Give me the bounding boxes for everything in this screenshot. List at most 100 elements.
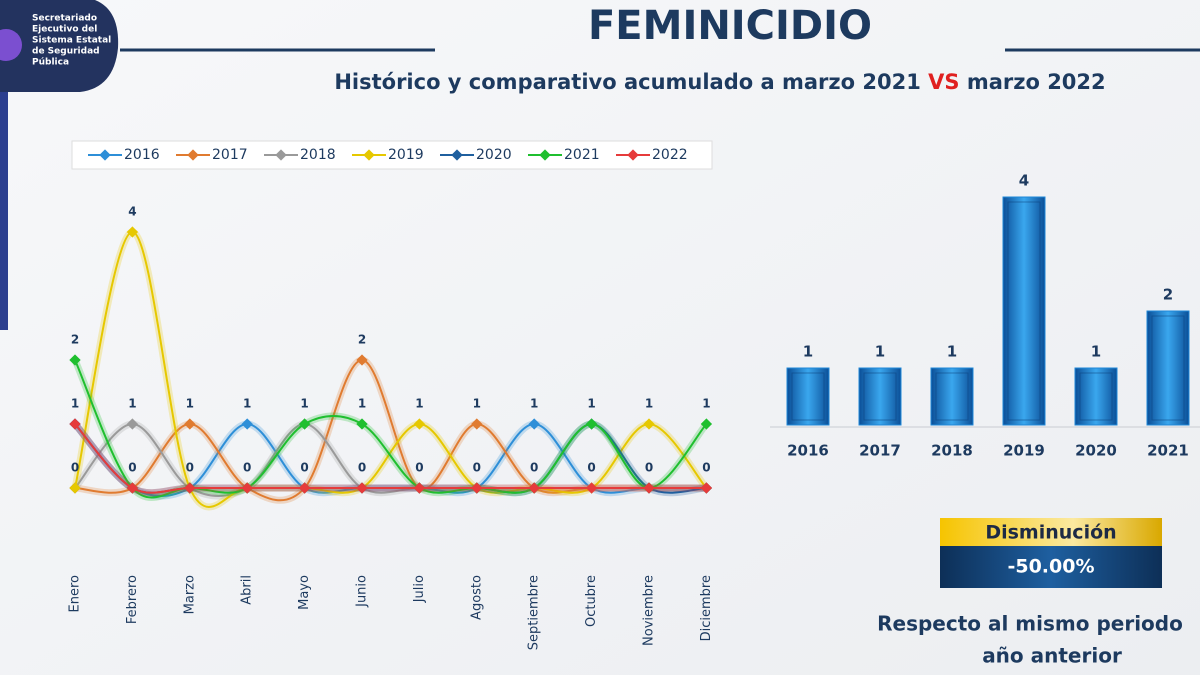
- bar: [1074, 367, 1118, 426]
- bar-bevel: [935, 372, 969, 421]
- bar-chart: 1 2016 1 2017 1 2018 4 2019 1 2020 2 2021: [770, 172, 1200, 460]
- bar: [858, 367, 902, 426]
- bar-bevel: [863, 372, 897, 421]
- data-label: 2: [71, 333, 79, 347]
- data-label: 0: [71, 461, 79, 475]
- logo-line: Sistema Estatal: [32, 36, 111, 46]
- legend-label: 2019: [388, 147, 424, 163]
- subtitle-text: Histórico y comparativo acumulado a marz…: [334, 70, 928, 94]
- point: [700, 418, 713, 430]
- data-label: 1: [1091, 343, 1101, 361]
- x-tick-label: 2021: [1147, 442, 1189, 460]
- bar-bevel: [1079, 372, 1113, 421]
- data-label: 1: [473, 397, 481, 411]
- point: [184, 482, 196, 494]
- point: [413, 482, 426, 494]
- summary-note: Respecto al mismo periodo: [877, 612, 1183, 636]
- legend-label: 2020: [476, 147, 512, 163]
- summary-value: -50.00%: [1007, 556, 1094, 578]
- data-label: 0: [473, 461, 481, 475]
- legend-marker: [627, 149, 639, 161]
- x-tick-label: 2018: [931, 442, 973, 460]
- summary-label: Disminución: [985, 522, 1116, 544]
- logo-badge: [0, 0, 119, 92]
- x-tick-label: Diciembre: [699, 575, 714, 641]
- data-label: 2: [1163, 286, 1173, 304]
- x-tick-label: Mayo: [297, 575, 312, 610]
- x-tick-label: 2020: [1075, 442, 1117, 460]
- bar-bevel: [1007, 201, 1041, 421]
- data-label: 0: [358, 461, 366, 475]
- data-label: 1: [587, 397, 595, 411]
- data-label: 1: [128, 397, 136, 411]
- data-label: 0: [702, 461, 710, 475]
- point: [528, 482, 540, 494]
- series-line: [74, 359, 708, 499]
- data-label: 1: [803, 343, 813, 361]
- data-label: 1: [645, 397, 653, 411]
- data-label: 0: [243, 461, 251, 475]
- logo-line: Secretariado: [32, 14, 97, 24]
- bar: [1146, 310, 1190, 426]
- point: [643, 482, 655, 494]
- logo-icon: [0, 29, 22, 61]
- point: [471, 418, 483, 430]
- data-label: 4: [1019, 172, 1029, 190]
- x-tick-label: 2019: [1003, 442, 1045, 460]
- title: FEMINICIDIO: [588, 3, 872, 49]
- data-label: 2: [358, 333, 366, 347]
- legend-label: 2022: [652, 147, 688, 163]
- bar-bevel: [791, 372, 825, 421]
- x-tick-label: Enero: [68, 575, 83, 613]
- point: [471, 482, 483, 494]
- summary-label-box: [940, 518, 1162, 546]
- point: [241, 418, 253, 430]
- legend-marker: [275, 149, 287, 161]
- data-label: 1: [358, 397, 366, 411]
- data-label: 0: [645, 461, 653, 475]
- legend-label: 2018: [300, 147, 336, 163]
- data-label: 1: [71, 397, 79, 411]
- point: [356, 418, 368, 430]
- legend-label: 2016: [124, 147, 160, 163]
- data-label: 0: [300, 461, 308, 475]
- x-tick-label: Febrero: [125, 575, 140, 624]
- point: [585, 482, 598, 494]
- x-tick-label: Abril: [240, 575, 255, 605]
- data-label: 1: [415, 397, 423, 411]
- data-label: 0: [530, 461, 538, 475]
- summary-note: año anterior: [982, 644, 1122, 668]
- x-tick-label: Septiembre: [527, 575, 542, 650]
- x-tick-label: 2016: [787, 442, 829, 460]
- x-tick-label: Noviembre: [642, 575, 657, 646]
- point: [126, 418, 139, 430]
- bar: [930, 367, 974, 426]
- data-label: 1: [702, 397, 710, 411]
- data-label: 1: [947, 343, 957, 361]
- legend-marker: [363, 149, 375, 161]
- point: [413, 418, 426, 430]
- subtitle: Histórico y comparativo acumulado a marz…: [334, 70, 1105, 94]
- data-label: 1: [530, 397, 538, 411]
- x-tick-label: Marzo: [182, 575, 197, 614]
- x-tick-label: Agosto: [469, 575, 484, 620]
- x-tick-label: Octubre: [584, 575, 599, 627]
- bar-bevel: [1151, 315, 1185, 421]
- data-label: 0: [587, 461, 595, 475]
- legend-marker: [539, 149, 551, 161]
- legend-box: [71, 140, 713, 170]
- x-tick-label: Julio: [412, 575, 427, 603]
- side-strip: [0, 90, 8, 330]
- line-chart: Enero Febrero Marzo Abril Mayo Junio Julio Agos…: [68, 147, 714, 650]
- data-label: 0: [128, 461, 136, 475]
- bar: [786, 367, 830, 426]
- point: [298, 418, 311, 430]
- data-label: 1: [300, 397, 308, 411]
- summary-value-box: [940, 546, 1162, 588]
- point: [126, 482, 139, 494]
- data-label: 1: [243, 397, 251, 411]
- point: [356, 354, 368, 366]
- data-label: 4: [128, 205, 136, 219]
- point: [528, 418, 540, 430]
- logo-line: Ejecutivo del: [32, 25, 97, 35]
